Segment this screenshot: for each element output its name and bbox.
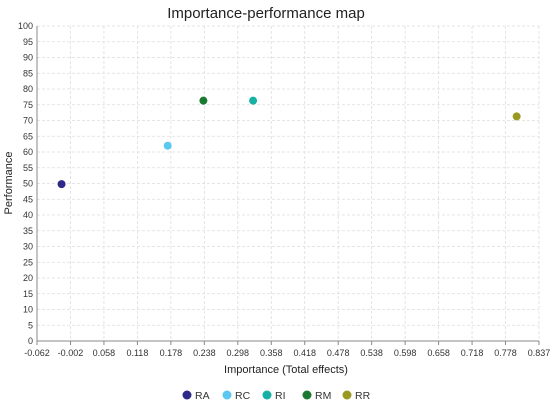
legend-marker — [302, 390, 312, 400]
y-tick-label: 60 — [23, 147, 33, 157]
y-tick-label: 45 — [23, 194, 33, 204]
y-axis-title: Performance — [3, 152, 15, 215]
y-tick-label: 35 — [23, 226, 33, 236]
x-tick-label: 0.118 — [126, 348, 148, 358]
y-tick-label: 10 — [23, 305, 33, 315]
x-tick-label: 0.598 — [394, 348, 417, 358]
x-tick-label: 0.837 — [528, 348, 550, 358]
x-tick-label: -0.002 — [58, 348, 84, 358]
y-tick-label: 90 — [23, 53, 33, 63]
x-tick-label: 0.718 — [461, 348, 484, 358]
y-tick-label: 0 — [28, 336, 33, 346]
legend-marker — [342, 390, 352, 400]
legend: RA RC RI RM RR — [182, 390, 371, 402]
y-tick-labels: 0 5 10 15 20 25 30 35 40 45 50 55 60 65 70 75 80 85 90 95 10… — [18, 21, 33, 346]
x-tick-label: 0.418 — [293, 348, 316, 358]
legend-label: RC — [235, 390, 251, 402]
x-tick-label: 0.658 — [427, 348, 450, 358]
y-tick-label: 85 — [23, 68, 33, 78]
grid-layer — [37, 25, 540, 341]
x-tick-labels: -0.062 -0.002 0.058 0.118 0.178 0.238 0.298 0.3… — [24, 348, 550, 358]
legend-label: RA — [195, 390, 210, 402]
x-tick-label: 0.478 — [327, 348, 350, 358]
legend-item-rm[interactable]: RM — [302, 390, 332, 402]
y-tick-label: 95 — [23, 37, 33, 47]
y-tick-label: 50 — [23, 179, 33, 189]
point-rm[interactable] — [199, 96, 208, 105]
axis-layer — [36, 26, 540, 345]
point-ri[interactable] — [249, 96, 258, 105]
x-axis-title: Importance (Total effects) — [224, 364, 348, 376]
y-tick-label: 55 — [23, 163, 33, 173]
x-tick-label: 0.538 — [360, 348, 383, 358]
legend-marker — [262, 390, 272, 400]
chart-title: Importance-performance map — [167, 5, 365, 22]
x-tick-label: 0.058 — [93, 348, 116, 358]
x-tick-label: -0.062 — [24, 348, 50, 358]
legend-marker — [182, 390, 192, 400]
point-rc[interactable] — [163, 141, 172, 150]
x-tick-label: 0.238 — [193, 348, 216, 358]
legend-label: RR — [355, 390, 371, 402]
x-tick-label: 0.298 — [227, 348, 250, 358]
x-tick-label: 0.778 — [494, 348, 517, 358]
y-tick-label: 5 — [28, 320, 33, 330]
legend-item-rc[interactable]: RC — [222, 390, 251, 402]
y-tick-label: 65 — [23, 131, 33, 141]
y-tick-label: 70 — [23, 116, 33, 126]
legend-label: RM — [315, 390, 331, 402]
y-tick-label: 15 — [23, 289, 33, 299]
y-tick-label: 80 — [23, 84, 33, 94]
y-tick-label: 100 — [18, 21, 33, 31]
legend-item-rr[interactable]: RR — [342, 390, 371, 402]
legend-item-ra[interactable]: RA — [182, 390, 210, 402]
legend-item-ri[interactable]: RI — [262, 390, 286, 402]
y-tick-label: 75 — [23, 100, 33, 110]
y-tick-label: 25 — [23, 257, 33, 267]
y-tick-label: 40 — [23, 210, 33, 220]
x-tick-label: 0.358 — [260, 348, 283, 358]
data-points — [57, 96, 521, 189]
y-tick-label: 20 — [23, 273, 33, 283]
x-tick-label: 0.178 — [160, 348, 183, 358]
y-tick-label: 30 — [23, 242, 33, 252]
legend-marker — [222, 390, 232, 400]
point-rr[interactable] — [512, 112, 521, 121]
point-ra[interactable] — [57, 180, 66, 189]
legend-label: RI — [275, 390, 286, 402]
